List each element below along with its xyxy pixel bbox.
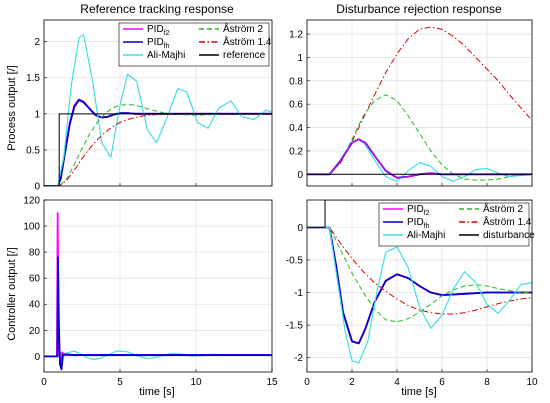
- y-tick-label: 60: [29, 274, 41, 285]
- legend-label: Ali-Majhi: [147, 50, 185, 61]
- series-line-åström-1-4: [307, 26, 532, 175]
- legend-label: Ali-Majhi: [407, 230, 445, 241]
- x-tick-label: 4: [394, 377, 400, 388]
- panel-br: 0 2 4 6 8 10 0 -0.5 -1 -1.5 -2 PIDf2 Åström 2 PIDfh Ås…: [286, 199, 538, 388]
- plot-frame: [306, 19, 533, 187]
- plot-area: [307, 20, 532, 186]
- x-tick-label: 6: [439, 377, 445, 388]
- legend: PIDf2 Åström 2 PIDfh Åström 1.4 Ali-Majhi dis…: [378, 202, 535, 247]
- panel-title-reference-tracking: Reference tracking response: [80, 2, 234, 16]
- y-tick-label: 1.2: [289, 30, 303, 41]
- series-line-ali-majhi: [44, 33, 272, 186]
- legend-label: PIDf2: [407, 204, 430, 217]
- y-tick-label: 0: [34, 182, 40, 193]
- legend: PIDf2 Åström 2 PIDfh Åström 1.4 Ali-Majhi ref…: [118, 22, 272, 67]
- x-tick-label: 5: [117, 377, 123, 388]
- series-line-åström-2: [307, 94, 532, 181]
- x-tick-label: 10: [526, 377, 538, 388]
- plot-area: [44, 200, 272, 372]
- plot-frame: [43, 199, 273, 373]
- series-group: [44, 212, 272, 371]
- legend-label: PIDfh: [147, 37, 170, 50]
- y-tick-label: 0.4: [289, 123, 303, 134]
- series-group: [44, 33, 272, 186]
- plot-frame: [43, 19, 273, 187]
- panel-tr: 0 0.2 0.4 0.6 0.8 1 1.2: [289, 19, 533, 187]
- panel-bl: 0 5 10 15 0 20 40 60 80 100 120: [23, 196, 278, 389]
- y-tick-label: 0: [297, 170, 303, 181]
- y-axis-label-controller-output: Controller output [/]: [6, 247, 18, 341]
- series-line-disturbance: [307, 200, 532, 228]
- x-axis-label-right: time [s]: [401, 386, 436, 398]
- y-tick-label: -2: [294, 353, 303, 364]
- y-tick-label: 40: [29, 300, 41, 311]
- x-tick-label: 8: [484, 377, 490, 388]
- legend-box: [378, 202, 530, 247]
- y-tick-label: 1: [297, 53, 303, 64]
- x-tick-label: 0: [304, 377, 310, 388]
- y-tick-label: 20: [29, 326, 41, 337]
- series-group: [307, 26, 532, 182]
- legend-label: disturbance: [483, 230, 535, 241]
- y-tick-label: 2: [34, 37, 40, 48]
- y-tick-label: 0.6: [289, 100, 303, 111]
- panel-title-disturbance-rejection: Disturbance rejection response: [336, 2, 502, 16]
- x-axis-label-left: time [s]: [139, 386, 174, 398]
- legend-label: Åström 2: [483, 202, 523, 215]
- x-tick-label: 2: [349, 377, 355, 388]
- x-tick-label: 10: [190, 377, 202, 388]
- y-tick-label: 1.5: [26, 73, 40, 84]
- series-line-åström-1-4: [307, 226, 532, 315]
- y-tick-label: 100: [23, 222, 40, 233]
- series-line-åström-2: [307, 226, 532, 323]
- panel-tl: 0 0.5 1 1.5 2 PIDf2 Åström 2 PIDfh Åström 1.4 Ali…: [26, 19, 273, 193]
- y-tick-label: -0.5: [286, 255, 304, 266]
- series-line-pid-fh: [307, 226, 532, 345]
- series-line-pid-fh: [44, 256, 272, 371]
- y-tick-label: 0.2: [289, 146, 303, 157]
- series-line-åström-2: [44, 103, 272, 186]
- legend-label: PIDfh: [407, 217, 430, 230]
- y-tick-label: 0.8: [289, 76, 303, 87]
- y-tick-label: 120: [23, 196, 40, 207]
- plot-frame: [306, 199, 533, 373]
- legend-label: Åström 1.4: [223, 35, 272, 48]
- legend-label: PIDf2: [147, 24, 170, 37]
- legend-box: [118, 22, 270, 67]
- x-tick-label: 0: [41, 377, 47, 388]
- y-tick-label: -1: [294, 288, 303, 299]
- series-line-ali-majhi: [307, 226, 532, 364]
- y-axis-label-process-output: Process output [/]: [6, 65, 18, 151]
- legend-label: reference: [223, 50, 266, 61]
- legend-label: Åström 1.4: [483, 215, 532, 228]
- y-tick-label: -1.5: [286, 321, 304, 332]
- y-tick-label: 80: [29, 248, 41, 259]
- y-tick-label: 1: [34, 109, 40, 120]
- y-tick-label: 0.5: [26, 145, 40, 156]
- legend-label: Åström 2: [223, 22, 263, 35]
- y-tick-label: 0: [34, 352, 40, 363]
- y-tick-label: 0: [297, 223, 303, 234]
- x-tick-label: 15: [266, 377, 278, 388]
- series-group: [307, 200, 532, 364]
- series-line-reference: [44, 113, 272, 186]
